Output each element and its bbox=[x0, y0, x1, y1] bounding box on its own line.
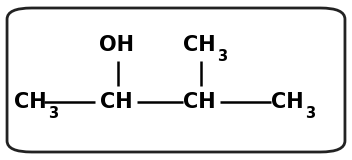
Text: CH: CH bbox=[183, 92, 215, 112]
FancyBboxPatch shape bbox=[7, 8, 345, 152]
Text: 3: 3 bbox=[48, 106, 58, 121]
Text: OH: OH bbox=[99, 35, 134, 55]
Text: CH: CH bbox=[183, 35, 215, 55]
Text: CH: CH bbox=[14, 92, 46, 112]
Text: CH: CH bbox=[100, 92, 132, 112]
Text: 3: 3 bbox=[305, 106, 315, 121]
Text: CH: CH bbox=[271, 92, 303, 112]
Text: 3: 3 bbox=[217, 48, 227, 64]
